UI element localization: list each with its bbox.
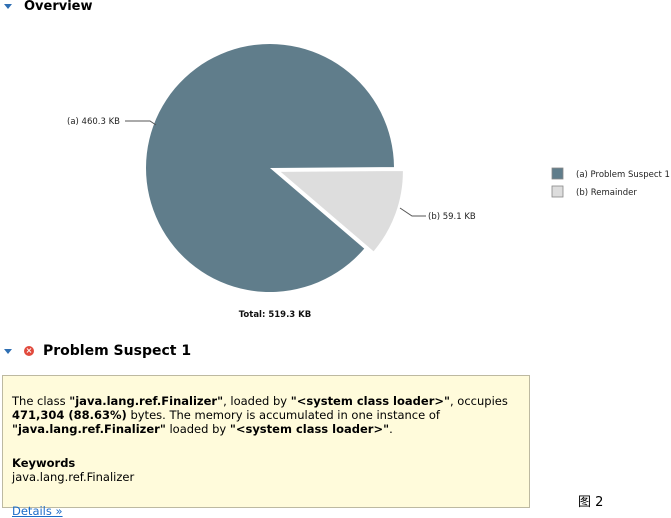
problem-description: The class "java.lang.ref.Finalizer", loa… <box>12 394 508 436</box>
keywords-title: Keywords <box>12 456 76 470</box>
legend-label-a: (a) Problem Suspect 1 <box>576 170 670 180</box>
problem-description-box: The class "java.lang.ref.Finalizer", loa… <box>2 375 530 518</box>
collapse-triangle-icon[interactable] <box>4 4 12 9</box>
details-link[interactable]: Details » <box>12 504 63 518</box>
pie-chart-container: (a) 460.3 KB (b) 59.1 KB (a) Problem Susp… <box>0 20 671 330</box>
leader-line-a <box>125 120 157 126</box>
class-name: "java.lang.ref.Finalizer" <box>69 394 224 408</box>
slice-label-a: (a) 460.3 KB <box>67 117 120 127</box>
class-loader: "<system class loader>" <box>290 394 450 408</box>
overview-title: Overview <box>24 0 93 14</box>
error-icon: × <box>24 346 34 356</box>
problem-suspect-title: Problem Suspect 1 <box>43 343 192 359</box>
figure-label: 图 2 <box>578 495 604 510</box>
pie-chart: (a) 460.3 KB (b) 59.1 KB (a) Problem Susp… <box>67 43 670 320</box>
collapse-triangle-icon[interactable] <box>4 348 12 354</box>
pie-slice-b <box>278 169 404 253</box>
pie-slice-a <box>146 43 394 292</box>
instance-loader: "<system class loader>" <box>229 422 390 436</box>
legend-swatch-a <box>551 167 564 180</box>
total-label: Total: 519.3 KB <box>239 310 312 320</box>
bytes-value: 471,304 (88.63%) <box>12 408 127 422</box>
legend-label-b: (b) Remainder <box>576 188 637 198</box>
problem-suspect-header[interactable]: × Problem Suspect 1 <box>4 343 191 359</box>
leader-line-b <box>399 207 426 217</box>
overview-header[interactable]: Overview <box>4 0 93 14</box>
legend-swatch-b <box>551 185 564 198</box>
instance-class: "java.lang.ref.Finalizer" <box>12 422 166 436</box>
slice-label-b: (b) 59.1 KB <box>428 212 476 222</box>
keywords-value: java.lang.ref.Finalizer <box>12 470 135 484</box>
